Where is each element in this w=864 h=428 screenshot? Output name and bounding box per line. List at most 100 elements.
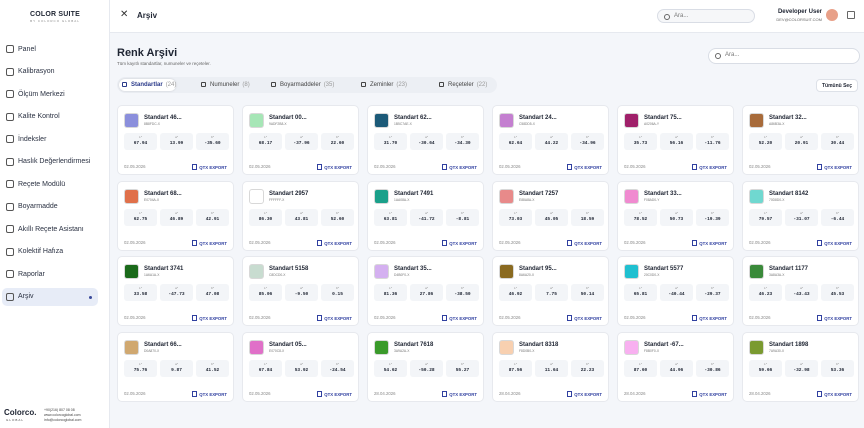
lab-value: 44.96: [669, 367, 684, 373]
export-button[interactable]: QTX EXPORT: [317, 315, 352, 321]
card-code: E070C8-X: [269, 348, 285, 353]
lab-value: -50.28: [418, 367, 435, 373]
lab-box: b* 30.44: [821, 133, 854, 150]
header-search[interactable]: Ara...: [657, 9, 755, 23]
lab-value: 35.73: [633, 141, 648, 146]
export-button[interactable]: QTX EXPORT: [192, 240, 227, 246]
standard-card[interactable]: Standart 05... E070C8-X L* 67.84 a* 53.92 b* -2…: [242, 331, 359, 402]
standard-card[interactable]: Standart 5577 20C0D0-X L* 65.81 a* -40.44 b* -2…: [617, 256, 734, 326]
standard-card[interactable]: Standart 1177 3A8A3A-X L* 46.23 a* -43.43 b* 45…: [742, 256, 859, 326]
card-date: 02.05.2026: [124, 164, 146, 169]
standard-card[interactable]: Standart 46... 8B8FDC-X L* 67.94 a* 13.99 b* -3…: [117, 105, 234, 175]
nav-item[interactable]: Kalite Kontrol: [2, 108, 98, 126]
lab-value: 52.60: [330, 216, 345, 222]
export-button[interactable]: QTX EXPORT: [567, 315, 602, 321]
export-button[interactable]: QTX EXPORT: [442, 391, 477, 397]
nav-item[interactable]: Kolektif Hafıza: [2, 243, 98, 261]
standard-card[interactable]: Standart 2957 FFFFFF-X L* 86.30 a* 43.81 b* 52.…: [242, 180, 359, 251]
standard-card[interactable]: Standart 32... A86B3A-X L* 52.20 a* 20.91 b* 30…: [742, 105, 859, 175]
lab-value: -30.64: [418, 141, 435, 146]
nav-item[interactable]: Kalibrasyon: [2, 63, 98, 81]
lab-box: a* 44.22: [535, 133, 568, 150]
standard-card[interactable]: Standart 3741 1A6A1A-X L* 33.58 a* -47.73 b* 47…: [117, 256, 234, 326]
export-button[interactable]: QTX EXPORT: [817, 164, 852, 170]
contact-line: www.colorcoglobal.com: [44, 413, 81, 417]
select-all-button[interactable]: Tümünü Seç: [816, 79, 858, 92]
card-date: 02.05.2026: [249, 164, 271, 169]
standard-card[interactable]: Standart 5158 C8DCD0-X L* 85.06 a* -9.50 b* 0.1…: [242, 256, 359, 326]
export-button[interactable]: QTX EXPORT: [567, 240, 602, 246]
export-button[interactable]: QTX EXPORT: [692, 240, 727, 246]
avatar[interactable]: [826, 9, 838, 21]
close-button[interactable]: ✕: [120, 9, 129, 20]
tab[interactable]: Zeminler (23): [358, 79, 407, 91]
standard-card[interactable]: Standart 1898 7A9A30-X L* 59.66 a* -32.98 b* 53…: [742, 331, 859, 402]
card-code: 1AA08A-X: [394, 197, 410, 202]
nav-item[interactable]: Panel: [2, 40, 98, 58]
standard-card[interactable]: Standart 62... 1B5C7AE-X L* 31.70 a* -30.64 b*…: [367, 105, 484, 175]
standard-card[interactable]: Standart 00... 9ADF2B8-X L* 68.17 a* -37.96 b*…: [242, 105, 359, 175]
lab-box: b* 18.59: [571, 208, 604, 226]
lab-value: -34.96: [579, 141, 596, 146]
export-button[interactable]: QTX EXPORT: [317, 164, 352, 170]
card-date: 02.05.2026: [624, 315, 646, 320]
card-date: 02.05.2026: [249, 315, 271, 320]
export-button[interactable]: QTX EXPORT: [442, 240, 477, 246]
standard-card[interactable]: Standart 68... E0704A-X L* 62.75 a* 46.89 b* 42…: [117, 180, 234, 251]
nav-item[interactable]: Arşiv: [2, 287, 98, 306]
card-name: Standart 8142: [769, 190, 809, 197]
export-button[interactable]: QTX EXPORT: [567, 391, 602, 397]
export-button[interactable]: QTX EXPORT: [692, 391, 727, 397]
standard-card[interactable]: Standart 35... D4B0F0-X L* 81.36 a* 27.86 b* -3…: [367, 256, 484, 326]
lab-box: L* 31.70: [374, 133, 407, 150]
card-date: 28.04.2026: [374, 390, 396, 396]
export-button[interactable]: QTX EXPORT: [192, 391, 227, 397]
page-title: Arşiv: [137, 11, 158, 20]
export-button[interactable]: QTX EXPORT: [817, 315, 852, 321]
export-button[interactable]: QTX EXPORT: [317, 391, 352, 397]
standard-card[interactable]: Standart 7618 3A9A2A-X L* 54.62 a* -50.28 b* 55…: [367, 331, 484, 402]
card-date: 02.05.2026: [499, 239, 521, 245]
export-button[interactable]: QTX EXPORT: [817, 240, 852, 246]
standard-card[interactable]: Standart -67... F8B0F0-X L* 87.60 a* 44.96 b* -…: [617, 331, 734, 402]
tab[interactable]: Reçeteler (22): [436, 79, 487, 91]
lab-box: a* 43.81: [285, 208, 318, 226]
lab-label: a*: [675, 135, 678, 139]
card-name: Standart 46...: [144, 115, 182, 121]
standard-card[interactable]: Standart 66... D0A870-X L* 75.76 a* 9.87 b* 41.…: [117, 331, 234, 402]
nav-item[interactable]: Ölçüm Merkezi: [2, 85, 98, 103]
nav-item[interactable]: İndeksler: [2, 130, 98, 148]
export-button[interactable]: QTX EXPORT: [692, 164, 727, 170]
export-button[interactable]: QTX EXPORT: [317, 240, 352, 246]
tab[interactable]: Boyarmaddeler (35): [268, 79, 334, 91]
export-button[interactable]: QTX EXPORT: [192, 315, 227, 321]
standard-card[interactable]: Standart 33... F08AD0-Y L* 78.52 a* 50.73 b* -1…: [617, 180, 734, 251]
standard-card[interactable]: Standart 75... A0206A-Y L* 35.73 a* 56.16 b* -1…: [617, 105, 734, 175]
nav-item[interactable]: Raporlar: [2, 265, 98, 283]
nav-item[interactable]: Reçete Modülü: [2, 175, 98, 193]
lab-value: 33.58: [133, 292, 148, 297]
export-button[interactable]: QTX EXPORT: [567, 164, 602, 170]
export-button[interactable]: QTX EXPORT: [442, 315, 477, 321]
logout-button[interactable]: [847, 11, 855, 19]
standard-card[interactable]: Standart 8318 F8D0B0-X L* 87.56 a* 11.64 b* 22.…: [492, 331, 609, 402]
standard-card[interactable]: Standart 7491 1AA08A-X L* 63.81 a* -41.72 b* -8…: [367, 180, 484, 251]
nav-item[interactable]: Haslık Değerlendirmesi: [2, 153, 98, 171]
export-button[interactable]: QTX EXPORT: [692, 315, 727, 321]
nav-item[interactable]: Boyarmadde: [2, 198, 98, 216]
standard-card[interactable]: Standart 95... 8A6A20-X L* 46.92 a* 7.75 b* 50.…: [492, 256, 609, 326]
standard-card[interactable]: Standart 7257 E88A8A-X L* 73.03 a* 45.05 b* 18.…: [492, 180, 609, 251]
nav-item[interactable]: Akıllı Reçete Asistanı: [2, 220, 98, 238]
export-button[interactable]: QTX EXPORT: [192, 164, 227, 170]
export-button[interactable]: QTX EXPORT: [817, 391, 852, 397]
nav-icon: [6, 202, 14, 211]
lab-box: L* 87.60: [624, 359, 657, 377]
standard-card[interactable]: Standart 8142 70D8D0-X L* 79.57 a* -31.07 b* -6…: [742, 180, 859, 251]
tab[interactable]: Numuneler (8): [198, 79, 250, 91]
archive-search[interactable]: Ara...: [708, 48, 860, 64]
archive-subtitle: Tüm kayıtlı standartlar, numuneler ve re…: [117, 61, 211, 66]
export-button[interactable]: QTX EXPORT: [442, 164, 477, 170]
tab[interactable]: Standartlar (24): [119, 79, 177, 91]
lab-box: L* 73.03: [499, 208, 532, 226]
standard-card[interactable]: Standart 24... C58DD5-X L* 62.64 a* 44.22 b* -3…: [492, 105, 609, 175]
